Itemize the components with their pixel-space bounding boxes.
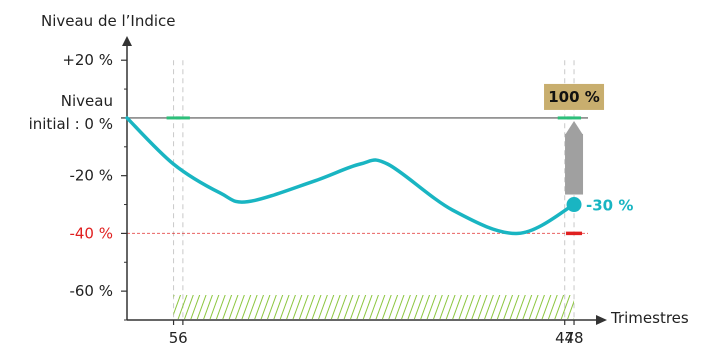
hatch-area [173, 295, 575, 319]
y-tick-labels: +20 % Niveau initial : 0 % -20 % -40 % -60 % [29, 51, 113, 300]
guides [127, 60, 588, 320]
axes [121, 36, 607, 325]
curve-layer [125, 116, 576, 236]
x-axis-arrowhead [596, 315, 607, 325]
annotation-layer: -30 % 100 % [544, 83, 633, 236]
x-axis-title: Trimestres [610, 309, 689, 327]
y-tick-label: +20 % [62, 51, 113, 69]
y-tick-label-line1: Niveau [61, 92, 113, 110]
x-tick-label: 47 [555, 329, 574, 347]
index-curve [125, 116, 576, 236]
y-tick-label: -60 % [69, 282, 113, 300]
x-tick-label: 5 [169, 329, 179, 347]
redemption-badge-label: 100 % [548, 88, 600, 106]
x-tick-label: 48 [564, 329, 583, 347]
y-tick-label-line2: initial : 0 % [29, 115, 113, 133]
redemption-arrow-head [565, 120, 584, 135]
y-tick-label: -40 % [69, 224, 113, 242]
final-value-point [566, 197, 582, 213]
y-axis-arrowhead [122, 36, 132, 46]
y-tick-label: -20 % [69, 167, 113, 185]
x-tick-label: 6 [178, 329, 188, 347]
redemption-arrow-shaft [565, 133, 584, 195]
hatch-zone [173, 295, 575, 319]
final-value-label: -30 % [586, 197, 633, 215]
redemption-badge [544, 83, 605, 110]
y-axis-title: Niveau de l’Indice [41, 12, 176, 30]
